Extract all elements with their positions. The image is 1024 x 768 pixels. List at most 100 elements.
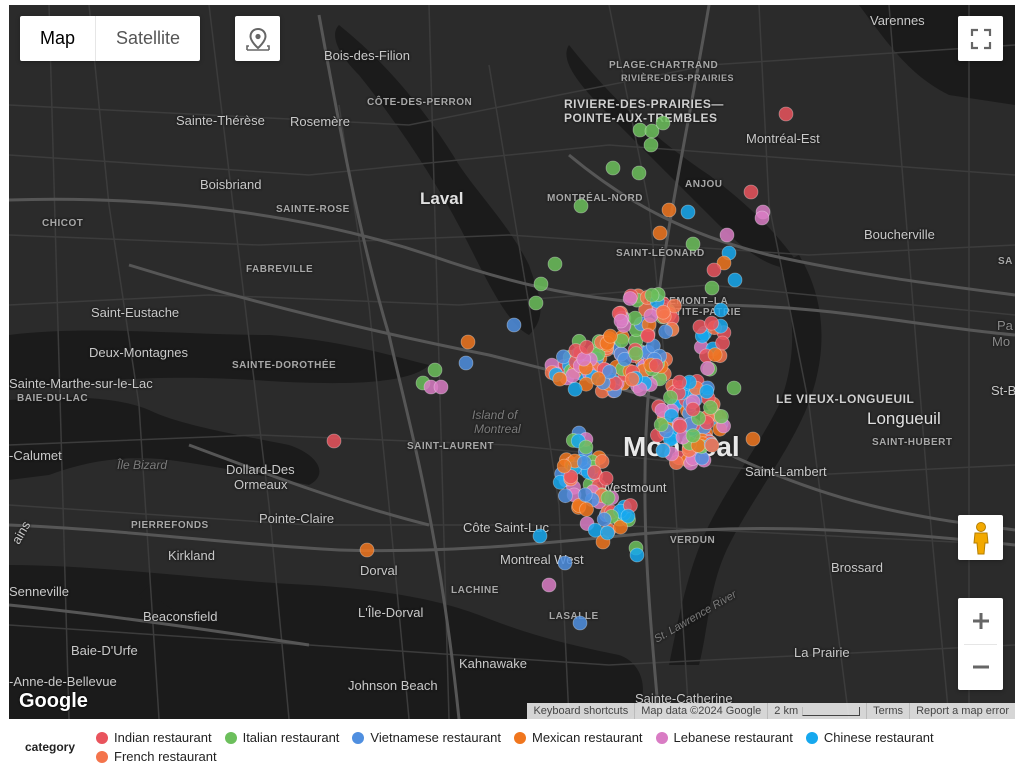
restaurant-marker[interactable] [655, 304, 671, 320]
restaurant-marker[interactable] [598, 470, 614, 486]
restaurant-marker[interactable] [613, 313, 629, 329]
restaurant-marker[interactable] [590, 371, 606, 387]
keyboard-shortcuts-link[interactable]: Keyboard shortcuts [533, 705, 629, 717]
restaurant-marker[interactable] [644, 287, 660, 303]
restaurant-marker[interactable] [558, 488, 573, 504]
restaurant-marker[interactable] [672, 418, 688, 434]
map-type-control[interactable]: Map Satellite [20, 16, 201, 61]
restaurant-marker[interactable] [640, 328, 656, 344]
legend-item-lebanese[interactable]: Lebanese restaurant [655, 728, 793, 747]
legend-item-chinese[interactable]: Chinese restaurant [805, 728, 934, 747]
fullscreen-button[interactable] [958, 16, 1003, 61]
restaurant-marker[interactable] [620, 508, 636, 524]
restaurant-marker[interactable] [699, 384, 715, 400]
restaurant-marker[interactable] [556, 458, 572, 474]
legend-item-vietnamese[interactable]: Vietnamese restaurant [352, 728, 501, 747]
restaurant-marker[interactable] [533, 276, 549, 292]
restaurant-marker[interactable] [556, 349, 571, 365]
restaurant-marker[interactable] [713, 302, 729, 318]
restaurant-marker[interactable] [541, 577, 557, 593]
street-view-pegman-button[interactable] [958, 515, 1003, 560]
restaurant-marker[interactable] [602, 364, 617, 380]
restaurant-marker[interactable] [643, 308, 659, 324]
restaurant-marker[interactable] [655, 443, 671, 458]
restaurant-marker[interactable] [506, 317, 522, 333]
restaurant-marker[interactable] [552, 371, 568, 387]
restaurant-marker[interactable] [624, 371, 640, 387]
restaurant-marker[interactable] [326, 433, 342, 449]
legend-item-mexican[interactable]: Mexican restaurant [513, 728, 643, 747]
restaurant-marker[interactable] [433, 379, 449, 395]
zoom-control[interactable] [958, 598, 1003, 690]
restaurant-marker[interactable] [700, 360, 715, 376]
restaurant-marker[interactable] [603, 328, 618, 344]
restaurant-marker[interactable] [577, 487, 593, 503]
restaurant-marker[interactable] [658, 324, 673, 340]
restaurant-marker[interactable] [652, 225, 668, 241]
restaurant-marker[interactable] [600, 525, 615, 541]
map-type-satellite-button[interactable]: Satellite [116, 28, 181, 48]
restaurant-marker[interactable] [754, 210, 770, 226]
restaurant-marker[interactable] [716, 255, 732, 271]
restaurant-marker[interactable] [655, 115, 671, 131]
restaurant-marker[interactable] [573, 198, 589, 214]
map-canvas[interactable]: Varennes Bois-des-Filion PLAGE-CHARTRAND… [9, 5, 1015, 719]
restaurant-marker[interactable] [579, 339, 595, 355]
restaurant-marker[interactable] [667, 298, 682, 314]
restaurant-marker[interactable] [663, 389, 678, 405]
legend-item-italian[interactable]: Italian restaurant [224, 728, 339, 747]
restaurant-marker[interactable] [596, 512, 612, 527]
restaurant-marker[interactable] [706, 262, 722, 278]
report-map-error-link[interactable]: Report a map error [909, 703, 1015, 719]
restaurant-marker[interactable] [622, 291, 638, 306]
restaurant-marker[interactable] [576, 455, 592, 471]
restaurant-marker[interactable] [572, 615, 588, 631]
restaurant-marker[interactable] [600, 490, 616, 506]
restaurant-marker[interactable] [532, 528, 548, 544]
restaurant-marker[interactable] [563, 469, 579, 485]
restaurant-marker[interactable] [631, 165, 647, 181]
restaurant-marker[interactable] [617, 351, 633, 367]
map-type-map-button[interactable]: Map [20, 16, 97, 61]
my-location-button[interactable] [235, 16, 280, 61]
restaurant-marker[interactable] [628, 346, 644, 362]
restaurant-marker[interactable] [704, 315, 719, 331]
restaurant-marker[interactable] [458, 355, 474, 371]
restaurant-marker[interactable] [685, 428, 701, 444]
scale-indicator[interactable]: 2 km [767, 703, 866, 719]
restaurant-marker[interactable] [661, 202, 677, 218]
restaurant-marker[interactable] [743, 184, 759, 200]
restaurant-marker[interactable] [648, 358, 664, 373]
restaurant-marker[interactable] [644, 123, 660, 139]
restaurant-marker[interactable] [778, 106, 794, 122]
restaurant-marker[interactable] [605, 160, 621, 176]
restaurant-marker[interactable] [460, 334, 476, 350]
restaurant-marker[interactable] [653, 417, 669, 433]
restaurant-marker[interactable] [359, 542, 375, 558]
restaurant-marker[interactable] [704, 437, 720, 453]
restaurant-marker[interactable] [547, 256, 563, 272]
restaurant-marker[interactable] [727, 272, 743, 288]
restaurant-markers[interactable] [9, 5, 1015, 719]
restaurant-marker[interactable] [594, 454, 610, 469]
zoom-out-button[interactable] [958, 644, 1003, 690]
restaurant-marker[interactable] [715, 335, 730, 351]
restaurant-marker[interactable] [557, 555, 573, 571]
restaurant-marker[interactable] [672, 374, 687, 390]
restaurant-marker[interactable] [704, 280, 720, 296]
restaurant-marker[interactable] [707, 347, 723, 363]
restaurant-marker[interactable] [726, 380, 742, 396]
restaurant-marker[interactable] [579, 501, 594, 517]
restaurant-marker[interactable] [703, 399, 718, 415]
restaurant-marker[interactable] [680, 204, 696, 220]
restaurant-marker[interactable] [427, 362, 443, 378]
restaurant-marker[interactable] [719, 227, 735, 243]
legend-item-french[interactable]: French restaurant [96, 747, 217, 766]
zoom-in-button[interactable] [958, 598, 1003, 644]
restaurant-marker[interactable] [643, 137, 659, 153]
restaurant-marker[interactable] [745, 431, 761, 447]
legend-item-indian[interactable]: Indian restaurant [96, 728, 212, 747]
restaurant-marker[interactable] [613, 519, 628, 535]
restaurant-marker[interactable] [714, 409, 729, 424]
restaurant-marker[interactable] [578, 439, 594, 455]
